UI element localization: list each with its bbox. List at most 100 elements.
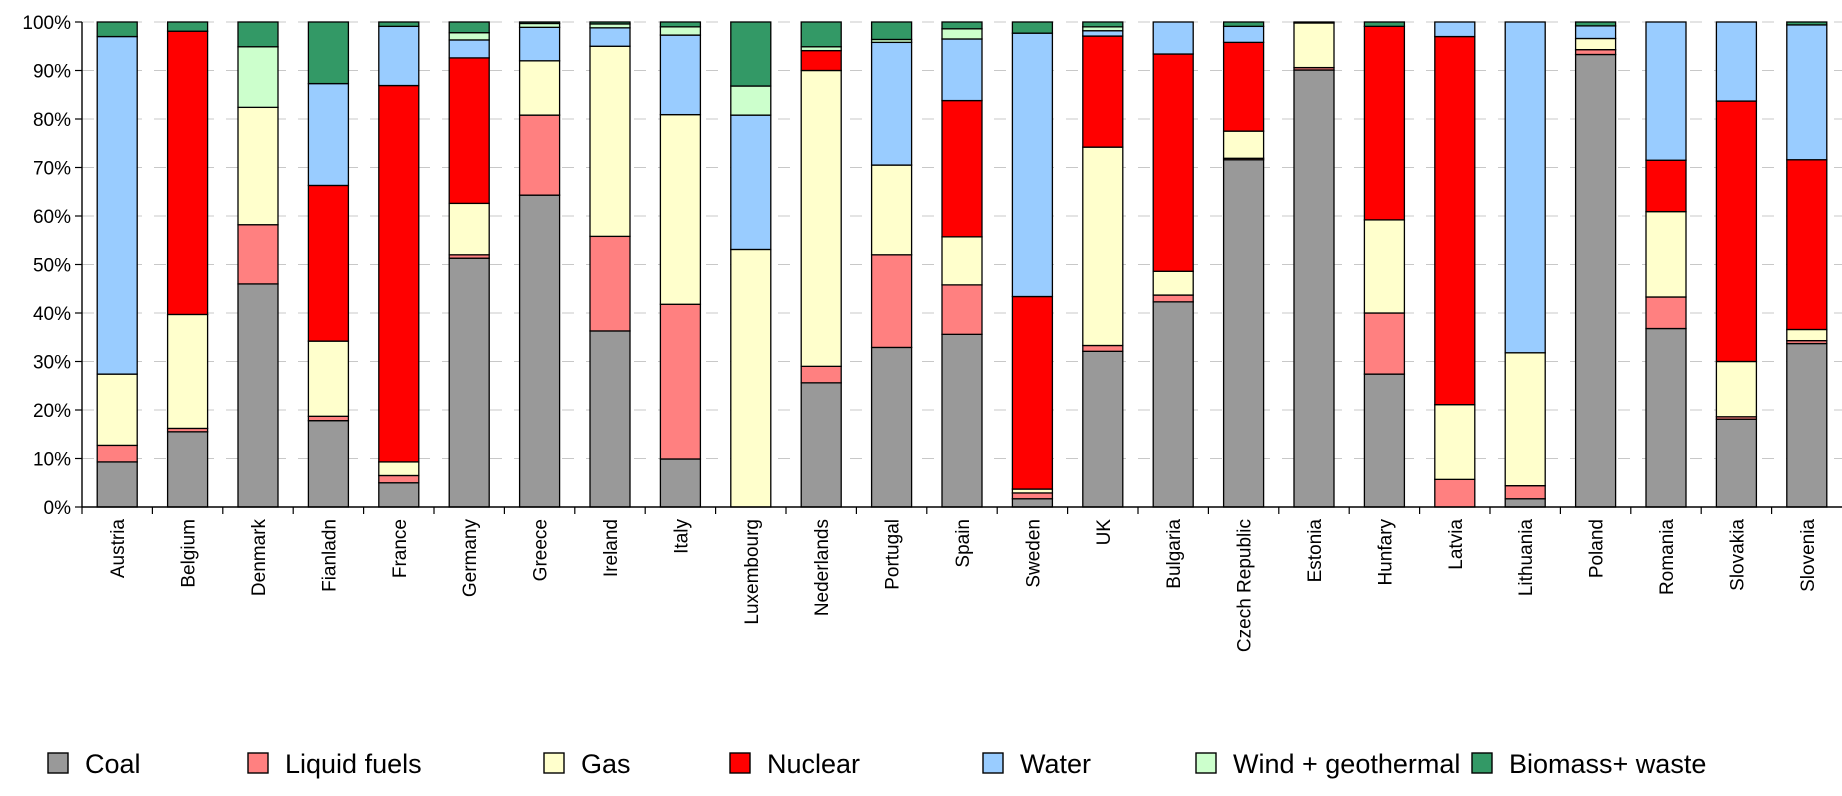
- bar-segment-biomass-waste: [1363, 21, 1406, 28]
- bar-segment-gas: [307, 340, 350, 417]
- legend-label: Gas: [581, 749, 631, 779]
- bar-segment-water: [730, 114, 772, 251]
- axes: [81, 22, 1842, 508]
- bars: [96, 21, 1828, 508]
- bar-segment-water: [518, 26, 561, 62]
- bar-segment-coal: [237, 283, 279, 508]
- bar-segment-water: [1715, 21, 1758, 102]
- bar-group-denmark: [237, 21, 279, 508]
- bar-segment-coal: [1082, 350, 1124, 508]
- bar-segment-gas: [1786, 328, 1828, 342]
- bar-segment-wind-geothermal: [730, 85, 772, 116]
- bar-segment-gas: [1222, 130, 1265, 159]
- x-tick-label: Bulgaria: [1164, 519, 1185, 589]
- bar-segment-water: [1434, 21, 1476, 38]
- bar-group-lithuania: [1504, 21, 1546, 508]
- bar-segment-biomass-waste: [1222, 21, 1265, 28]
- y-tick-label: 90%: [33, 62, 71, 83]
- x-tick-label: Poland: [1587, 519, 1608, 578]
- legend-label: Nuclear: [767, 749, 860, 779]
- y-tick-label: 40%: [33, 304, 71, 325]
- bar-segment-coal: [870, 346, 913, 508]
- x-tick-label: UK: [1094, 519, 1115, 546]
- bar-segment-liquid-fuels: [378, 474, 420, 484]
- x-tick-label: Denmark: [249, 519, 270, 597]
- bar-segment-coal: [1222, 159, 1265, 508]
- bar-segment-liquid-fuels: [518, 114, 561, 196]
- bar-segment-gas: [1645, 210, 1687, 298]
- bar-segment-liquid-fuels: [589, 235, 631, 332]
- y-tick-label: 60%: [33, 207, 71, 228]
- bar-segment-gas: [1293, 22, 1335, 69]
- bar-segment-coal: [166, 431, 209, 508]
- bar-segment-coal: [518, 194, 561, 508]
- bar-group-spain: [941, 21, 983, 508]
- bar-segment-nuclear: [1011, 295, 1054, 490]
- bar-segment-liquid-fuels: [1011, 492, 1054, 500]
- bar-group-romania: [1645, 21, 1687, 508]
- bar-segment-nuclear: [941, 99, 983, 238]
- bar-group-italy: [659, 21, 702, 508]
- x-tick-label: Fianladn: [319, 519, 340, 592]
- x-tick-label: Czech Republic: [1235, 519, 1256, 652]
- y-axis-ticks: 0% 10% 20% 30% 40% 50% 60% 70% 80% 90% 100%: [22, 13, 82, 519]
- bar-segment-water: [1082, 30, 1124, 37]
- bar-segment-liquid-fuels: [307, 415, 350, 422]
- bar-segment-gas: [1504, 352, 1546, 487]
- bar-segment-gas: [870, 164, 913, 256]
- bar-group-greece: [518, 21, 561, 508]
- bar-segment-gas: [166, 313, 209, 430]
- bar-segment-water: [1504, 21, 1546, 354]
- bar-segment-water: [96, 35, 138, 375]
- legend-swatch: [1471, 752, 1493, 774]
- x-tick-label: Belgium: [179, 519, 200, 588]
- bar-segment-biomass-waste: [659, 21, 702, 28]
- bar-segment-nuclear: [1715, 100, 1758, 363]
- y-tick-label: 0%: [44, 498, 72, 519]
- bar-segment-nuclear: [166, 30, 209, 316]
- bar-segment-water: [1786, 24, 1828, 161]
- bar-segment-gas: [730, 248, 772, 508]
- bar-group-nederlands: [800, 21, 842, 508]
- bar-segment-biomass-waste: [730, 21, 772, 87]
- bar-segment-water: [659, 34, 702, 116]
- y-tick-label: 80%: [33, 110, 71, 131]
- bar-segment-gas: [1082, 146, 1124, 347]
- bar-segment-liquid-fuels: [800, 365, 842, 384]
- legend-label: Water: [1020, 749, 1091, 779]
- bar-segment-coal: [941, 333, 983, 508]
- bar-segment-liquid-fuels: [659, 303, 702, 460]
- bar-segment-biomass-waste: [96, 21, 138, 38]
- bar-group-sweden: [1011, 21, 1054, 508]
- bar-segment-gas: [1434, 404, 1476, 481]
- x-tick-label: Romania: [1657, 519, 1678, 595]
- bar-segment-biomass-waste: [870, 21, 913, 41]
- bar-segment-coal: [448, 257, 490, 508]
- y-tick-label: 100%: [22, 13, 71, 34]
- bar-segment-coal: [589, 330, 631, 508]
- bar-segment-water: [1152, 21, 1194, 55]
- bar-segment-water: [1645, 21, 1687, 161]
- bar-segment-liquid-fuels: [1574, 48, 1617, 56]
- bar-segment-gas: [659, 113, 702, 305]
- x-tick-label: Germany: [460, 519, 481, 598]
- x-tick-label: Portugal: [883, 519, 904, 590]
- bar-segment-liquid-fuels: [96, 444, 138, 463]
- bar-segment-nuclear: [800, 49, 842, 72]
- bar-group-france: [378, 21, 420, 508]
- bar-segment-nuclear: [1363, 25, 1406, 221]
- bar-segment-biomass-waste: [1786, 21, 1828, 26]
- bar-group-slovenia: [1786, 21, 1828, 508]
- bar-segment-biomass-waste: [518, 21, 561, 25]
- bar-group-latvia: [1434, 21, 1476, 508]
- bar-segment-biomass-waste: [307, 21, 350, 85]
- bar-group-germany: [448, 21, 490, 508]
- bar-segment-liquid-fuels: [1434, 478, 1476, 508]
- y-tick-label: 10%: [33, 450, 71, 471]
- bar-segment-coal: [1152, 301, 1194, 508]
- bar-segment-nuclear: [1082, 35, 1124, 148]
- bar-segment-gas: [941, 236, 983, 286]
- bar-segment-gas: [1363, 219, 1406, 314]
- bar-segment-nuclear: [1222, 41, 1265, 132]
